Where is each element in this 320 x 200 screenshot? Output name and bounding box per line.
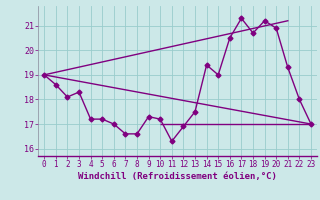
X-axis label: Windchill (Refroidissement éolien,°C): Windchill (Refroidissement éolien,°C) [78,172,277,181]
